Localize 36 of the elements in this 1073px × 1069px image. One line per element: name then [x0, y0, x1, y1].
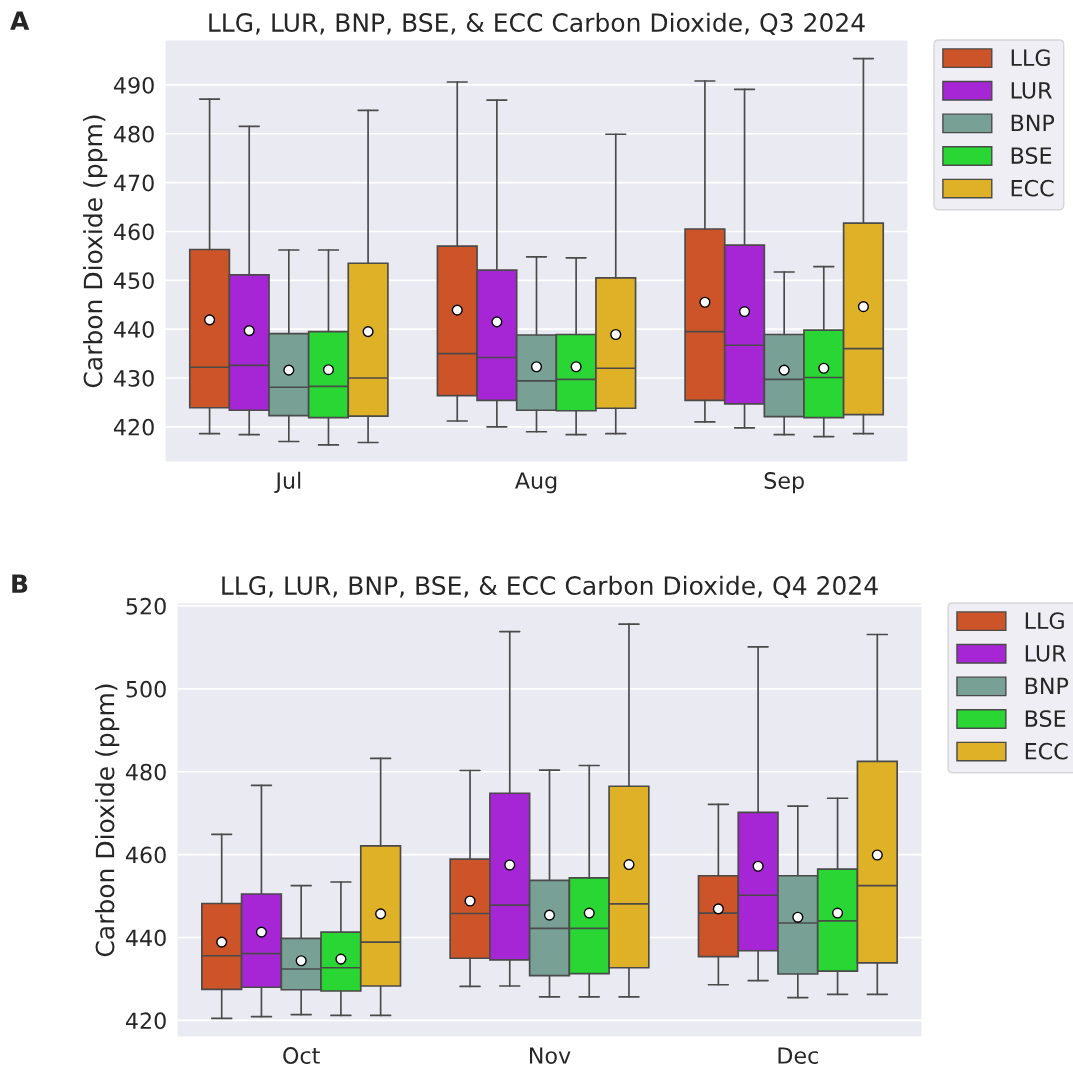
y-tick-label: 480 — [125, 763, 166, 781]
x-tick-label: Nov — [529, 1047, 571, 1064]
x-tick-label: Jul — [274, 471, 301, 494]
legend-label: BNP — [1025, 677, 1069, 695]
text: B — [12, 574, 28, 593]
y-tick-label: 500 — [126, 680, 166, 698]
legend-label: LLG — [1025, 612, 1064, 630]
chart-title: LLG, LUR, BNP, BSE, & ECC Carbon Dioxide, Q3 2024 — [209, 12, 865, 35]
text: A — [10, 11, 30, 30]
y-tick-label: 420 — [113, 418, 154, 436]
x-tick-label: Oct — [283, 1047, 320, 1064]
y-tick-label: 460 — [113, 223, 154, 241]
y-tick-label: 440 — [113, 321, 154, 338]
legend-label: ECC — [1011, 179, 1054, 197]
y-axis-title: Carbon Dioxide (ppm) — [83, 115, 108, 388]
x-tick-label: Sep — [764, 472, 804, 494]
legend-label: BSE — [1025, 710, 1066, 727]
y-tick-label: 520 — [126, 597, 166, 615]
legend-label: ECC — [1025, 742, 1068, 760]
y-tick-label: 490 — [113, 76, 154, 94]
legend-label: LLG — [1011, 49, 1050, 67]
chart-title: LLG, LUR, BNP, BSE, & ECC Carbon Dioxide, Q4 2024 — [222, 575, 878, 598]
y-tick-label: 460 — [125, 846, 166, 864]
legend-label: BSE — [1011, 147, 1052, 164]
y-tick-label: 470 — [113, 174, 154, 192]
legend-label: LUR — [1025, 645, 1066, 662]
y-tick-label: 440 — [125, 929, 166, 947]
y-tick-label: 430 — [113, 369, 154, 387]
legend-label: BNP — [1011, 114, 1055, 132]
x-tick-label: Dec — [778, 1047, 818, 1064]
legend-label: LUR — [1011, 82, 1052, 99]
y-tick-label: 480 — [113, 125, 154, 143]
x-tick-label: Aug — [514, 472, 557, 494]
y-tick-label: 450 — [113, 272, 154, 290]
y-tick-label: 420 — [125, 1012, 166, 1030]
y-axis-title: Carbon Dioxide (ppm) — [95, 684, 120, 957]
